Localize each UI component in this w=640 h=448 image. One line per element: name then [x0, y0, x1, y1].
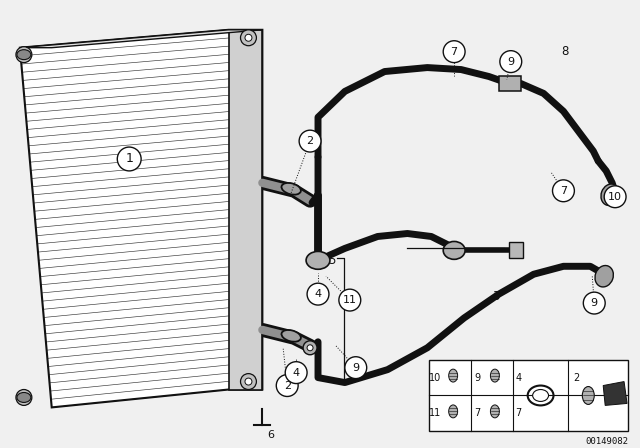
Text: 9: 9: [591, 298, 598, 308]
Ellipse shape: [449, 369, 458, 382]
Text: 8: 8: [562, 45, 569, 58]
Circle shape: [241, 30, 257, 46]
Ellipse shape: [490, 369, 499, 382]
Text: 10: 10: [429, 373, 442, 383]
Text: 9: 9: [352, 362, 359, 373]
Circle shape: [299, 130, 321, 152]
Circle shape: [20, 394, 28, 401]
Circle shape: [552, 180, 574, 202]
Text: 4: 4: [292, 368, 300, 378]
Text: 4: 4: [314, 289, 321, 299]
Ellipse shape: [282, 183, 301, 195]
Text: 2: 2: [284, 380, 291, 391]
Text: 11: 11: [429, 409, 442, 418]
Circle shape: [583, 292, 605, 314]
Bar: [499, 76, 521, 91]
Ellipse shape: [444, 241, 465, 259]
Ellipse shape: [17, 392, 31, 402]
Circle shape: [339, 289, 361, 311]
Text: 3: 3: [492, 289, 500, 302]
Circle shape: [303, 341, 317, 355]
Text: 6: 6: [267, 430, 274, 440]
Text: 00149082: 00149082: [585, 437, 628, 446]
Ellipse shape: [17, 50, 31, 60]
Text: 9: 9: [508, 56, 515, 67]
Circle shape: [345, 357, 367, 379]
Polygon shape: [228, 30, 262, 389]
Text: 2: 2: [573, 373, 579, 383]
Ellipse shape: [582, 387, 595, 405]
Text: 4: 4: [516, 373, 522, 383]
Circle shape: [117, 147, 141, 171]
Text: 9: 9: [474, 373, 480, 383]
Bar: [509, 242, 523, 258]
Circle shape: [500, 51, 522, 73]
Text: 2: 2: [307, 136, 314, 146]
Polygon shape: [603, 382, 627, 405]
Text: 11: 11: [343, 295, 357, 305]
Text: 7: 7: [451, 47, 458, 56]
Text: 7: 7: [560, 186, 567, 196]
Bar: [429, 360, 628, 431]
Polygon shape: [20, 30, 262, 47]
Circle shape: [444, 41, 465, 63]
Ellipse shape: [601, 184, 620, 206]
Circle shape: [16, 389, 32, 405]
Circle shape: [245, 378, 252, 385]
Circle shape: [276, 375, 298, 396]
Circle shape: [20, 51, 28, 58]
Circle shape: [604, 186, 626, 208]
Text: 5: 5: [328, 254, 335, 267]
Circle shape: [241, 374, 257, 389]
Text: 1: 1: [125, 152, 133, 165]
Circle shape: [285, 362, 307, 383]
Ellipse shape: [306, 251, 330, 269]
Circle shape: [16, 47, 32, 63]
Circle shape: [245, 34, 252, 41]
Text: 7: 7: [474, 409, 480, 418]
Ellipse shape: [282, 330, 301, 342]
Ellipse shape: [595, 266, 613, 287]
Ellipse shape: [532, 389, 548, 401]
Ellipse shape: [490, 405, 499, 418]
Text: 7: 7: [516, 409, 522, 418]
Polygon shape: [20, 30, 262, 407]
Circle shape: [307, 283, 329, 305]
Circle shape: [307, 345, 313, 351]
Text: 10: 10: [608, 192, 622, 202]
Ellipse shape: [449, 405, 458, 418]
